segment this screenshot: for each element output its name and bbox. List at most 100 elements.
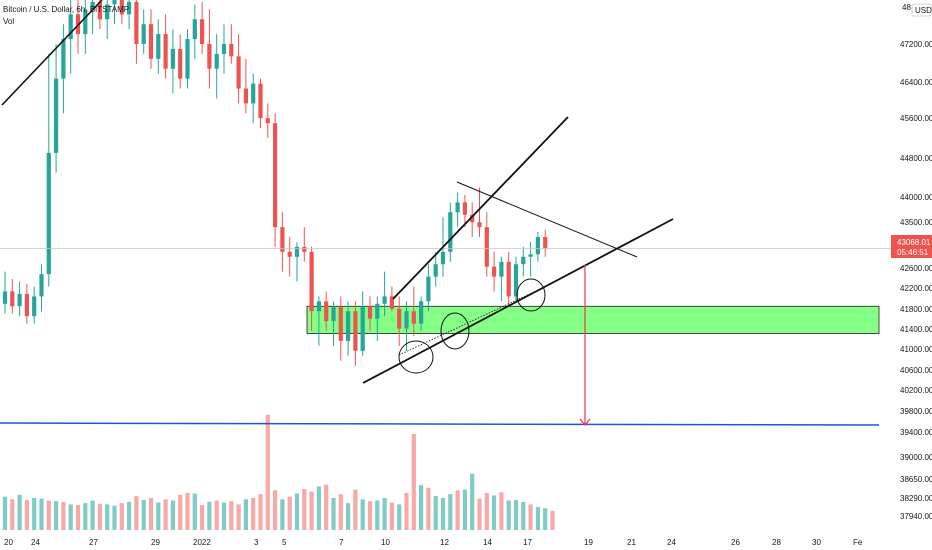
candle-body xyxy=(178,48,183,79)
candle-body xyxy=(338,306,343,341)
currency-badge[interactable] xyxy=(911,3,932,17)
time-axis[interactable]: 20 24 27 29 2022 3 5 7 10 12 14 17 19 21 24 26 28 30 Fe xyxy=(4,538,863,547)
early-trendline xyxy=(1,0,103,106)
price-axis-label: 43500.00 xyxy=(900,218,932,227)
candle-body xyxy=(112,0,117,5)
candle-body xyxy=(170,48,175,69)
candle-body xyxy=(521,256,526,265)
candle-body xyxy=(90,1,95,10)
volume-bar xyxy=(134,496,139,530)
time-axis-label: 17 xyxy=(523,538,532,547)
volume-bar xyxy=(375,500,380,530)
time-axis-label: 30 xyxy=(812,538,821,547)
candle-body xyxy=(273,123,278,228)
volume-bar xyxy=(426,487,431,530)
drawings-layer xyxy=(0,0,932,426)
candle-body xyxy=(32,296,37,317)
volume-bar xyxy=(477,498,482,530)
candle-body xyxy=(207,44,212,69)
volume-bar xyxy=(119,503,124,530)
candle-body xyxy=(477,222,482,228)
volume-bar xyxy=(470,473,475,530)
candle-body xyxy=(221,44,227,54)
volume-bar xyxy=(83,503,88,530)
price-axis-label: 41800.00 xyxy=(900,305,932,314)
time-axis-label: Fe xyxy=(853,538,863,547)
candle-body xyxy=(324,301,329,322)
volume-bar xyxy=(294,493,300,530)
price-axis-label: 44000.00 xyxy=(900,193,932,202)
volume-bar xyxy=(32,498,37,530)
volume-bar xyxy=(24,499,29,530)
low-circle-3 xyxy=(516,278,546,312)
rising-resistance-trendline xyxy=(392,116,569,300)
candle-body xyxy=(54,78,59,153)
volume-bar xyxy=(258,494,263,530)
volume-bar xyxy=(455,490,460,530)
candle-body xyxy=(280,227,285,252)
volume-bar xyxy=(148,498,154,530)
candle-body xyxy=(61,39,66,79)
candle-body xyxy=(10,291,15,307)
time-axis-label: 24 xyxy=(31,538,40,547)
candle-body xyxy=(484,227,489,267)
volume-bar xyxy=(462,489,467,530)
volume-bar xyxy=(367,501,373,530)
volume-bar xyxy=(309,491,314,530)
volume-bar xyxy=(280,499,285,530)
candle-body xyxy=(229,44,234,57)
volume-bar xyxy=(338,494,343,530)
candle-body xyxy=(513,264,519,297)
descending-trendline xyxy=(456,181,638,258)
volume-bar xyxy=(484,492,489,530)
price-axis-label: 40200.00 xyxy=(900,386,932,395)
candle-body xyxy=(346,311,351,341)
volume-bar xyxy=(207,501,212,530)
volume-bar xyxy=(440,498,446,530)
volume-bar xyxy=(214,500,219,530)
candle-body xyxy=(426,276,431,302)
price-axis-label: 46400.00 xyxy=(900,78,932,87)
volume-bar xyxy=(68,504,73,530)
candle-body xyxy=(163,34,168,69)
candle-body xyxy=(251,83,256,104)
volume-bar xyxy=(404,492,409,530)
candle-body xyxy=(506,261,511,297)
price-axis-label: 41000.00 xyxy=(900,345,932,354)
candle-body xyxy=(499,261,504,277)
candle-body xyxy=(185,39,190,79)
volume-bar xyxy=(61,501,66,530)
currency-badge-label: USD xyxy=(915,6,932,15)
volume-bar xyxy=(127,501,132,530)
volume-bar xyxy=(221,502,227,530)
volume-bar xyxy=(112,505,117,530)
candle-body xyxy=(24,293,29,317)
volume-bar xyxy=(2,496,8,530)
volume-bar xyxy=(535,506,540,530)
volume-bar xyxy=(397,504,402,530)
volume-bar xyxy=(389,502,394,530)
candle-body xyxy=(448,212,453,252)
candle-body xyxy=(83,9,88,35)
volume-bar xyxy=(353,489,358,530)
volume-bar xyxy=(97,503,102,530)
time-axis-label: 24 xyxy=(667,538,676,547)
candle-body xyxy=(433,264,438,277)
volume-bar xyxy=(543,508,548,530)
candle-body xyxy=(360,306,365,351)
volume-bar xyxy=(17,494,22,530)
volume-label: Vol xyxy=(3,17,14,26)
time-axis-label: 27 xyxy=(89,538,98,547)
volume-bar xyxy=(324,484,329,530)
volume-bar xyxy=(10,499,15,530)
volume-bar xyxy=(302,489,307,530)
candle-body xyxy=(39,274,44,297)
candle-body xyxy=(492,266,497,277)
volume-bar xyxy=(229,501,234,530)
volume-bar xyxy=(192,493,197,530)
candle-body xyxy=(105,4,110,20)
volume-bar xyxy=(360,499,365,530)
price-axis-label-top: 48 xyxy=(902,3,911,12)
